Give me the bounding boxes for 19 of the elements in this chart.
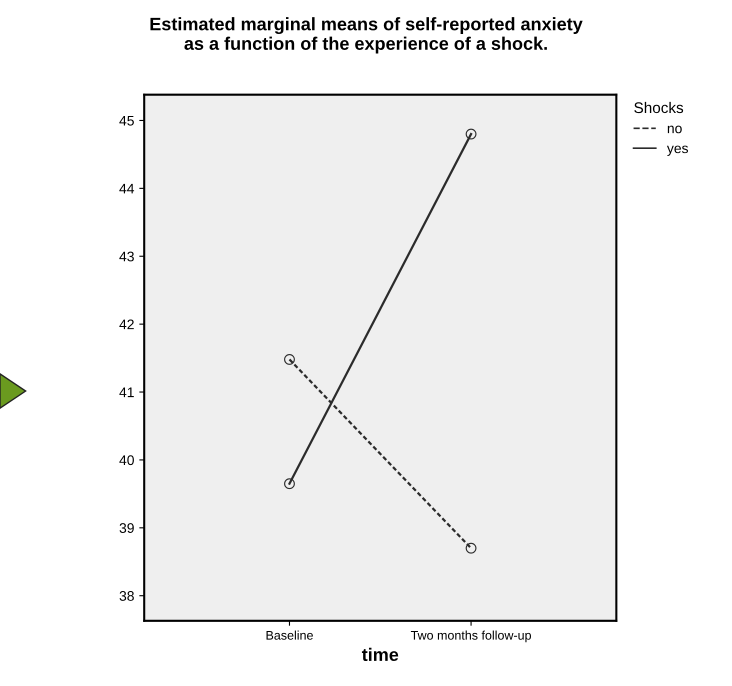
legend-title: Shocks (634, 102, 684, 114)
y-tick-label: 44 (119, 184, 134, 194)
y-tick-label: 43 (119, 252, 134, 262)
point (284, 478, 295, 490)
x-tick-label: Two months follow-up (410, 630, 531, 642)
y-tick-label: 38 (120, 591, 134, 601)
chart-title: Estimated marginal means of self-reported anxiety as a function of the experience of a shock. (150, 17, 583, 54)
point (466, 542, 476, 554)
y-tick-label: 45 (119, 116, 134, 126)
y-tick-label: 39 (120, 523, 134, 533)
y-tick-label: 40 (119, 455, 134, 466)
x-axis-title: time (362, 648, 398, 662)
x-tick-label: Baseline (266, 630, 313, 640)
legend-label: yes (666, 146, 688, 156)
legend-label: no (668, 126, 682, 134)
point (284, 354, 295, 365)
y-tick-label: 41 (119, 388, 134, 398)
y-tick-label: 42 (119, 319, 134, 330)
point (466, 128, 476, 140)
